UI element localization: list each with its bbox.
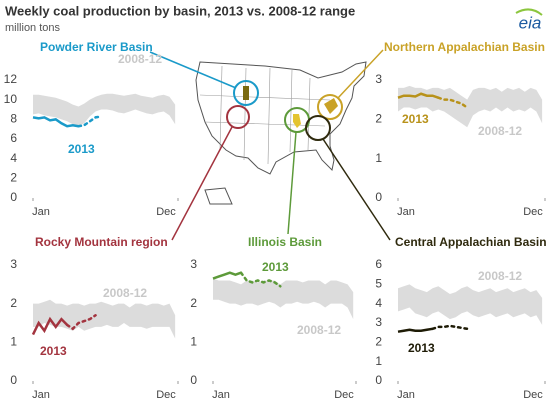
logo: eia	[519, 13, 542, 32]
y-tick-label: 2	[190, 296, 197, 310]
y-tick-label: 6	[10, 131, 17, 145]
x-tick-label: Jan	[397, 389, 415, 401]
y-tick-label: 3	[375, 72, 382, 86]
x-tick-label: Dec	[523, 389, 543, 401]
line-2013-estimate	[239, 271, 282, 288]
basin-circle	[317, 94, 343, 120]
range-label: 2008-12	[478, 124, 522, 138]
x-tick-label: Jan	[212, 389, 230, 401]
series-label: 2013	[402, 112, 429, 126]
series-label: 2013	[262, 260, 289, 274]
panel-title: Northern Appalachian Basin	[384, 40, 545, 54]
range-band	[33, 93, 176, 127]
line-2013-estimate	[431, 324, 469, 331]
y-tick-label: 8	[10, 112, 17, 126]
us-map	[149, 49, 391, 241]
connector	[337, 49, 384, 99]
x-tick-label: Dec	[334, 389, 354, 401]
line-2013	[212, 271, 242, 280]
range-label: 2008-12	[478, 269, 522, 283]
y-tick-label: 2	[375, 112, 382, 126]
line-2013-estimate	[437, 96, 469, 109]
y-tick-label: 1	[375, 354, 382, 368]
y-tick-label: 6	[375, 257, 382, 271]
range-label: 2008-12	[103, 286, 147, 300]
y-tick-label: 3	[375, 315, 382, 329]
chart-subtitle: million tons	[5, 22, 61, 34]
series-label: 2013	[408, 341, 435, 355]
line-2013	[31, 316, 69, 336]
y-tick-label: 0	[375, 190, 382, 204]
basin-circle	[226, 105, 250, 129]
range-band	[213, 278, 354, 320]
basin-circle	[233, 80, 259, 106]
y-tick-label: 0	[10, 373, 17, 387]
series-label: 2013	[68, 142, 95, 156]
y-tick-label: 1	[190, 335, 197, 349]
y-tick-label: 0	[10, 190, 17, 204]
y-tick-label: 4	[10, 151, 17, 165]
y-tick-label: 1	[10, 335, 17, 349]
y-tick-label: 12	[4, 72, 18, 86]
panel-title: Central Appalachian Basin	[395, 235, 547, 249]
line-2013	[397, 92, 439, 99]
line-2013-estimate	[65, 314, 97, 331]
basin-area	[293, 114, 301, 128]
basin-area	[243, 86, 249, 100]
panel-title: Rocky Mountain region	[35, 235, 168, 249]
basin-area	[324, 98, 338, 114]
y-tick-label: 10	[4, 92, 18, 106]
alaska	[204, 187, 233, 205]
y-tick-label: 0	[190, 373, 197, 387]
panel-title: Powder River Basin	[40, 40, 153, 54]
connector	[322, 138, 391, 241]
x-tick-label: Jan	[32, 206, 50, 218]
connector	[149, 51, 237, 89]
range-band	[33, 299, 176, 339]
x-tick-label: Dec	[523, 206, 543, 218]
logo-swoosh	[515, 8, 543, 16]
range-label: 2008-12	[118, 52, 162, 66]
panel-title: Illinois Basin	[248, 235, 322, 249]
range-band	[398, 284, 543, 325]
connector	[171, 126, 233, 241]
y-tick-label: 3	[190, 257, 197, 271]
y-tick-label: 1	[375, 151, 382, 165]
connector	[287, 131, 297, 235]
y-tick-label: 3	[10, 257, 17, 271]
y-tick-label: 0	[375, 373, 382, 387]
y-tick-label: 2	[375, 335, 382, 349]
y-tick-label: 5	[375, 277, 382, 291]
us-outline	[195, 61, 367, 175]
x-tick-label: Jan	[32, 389, 50, 401]
line-2013	[32, 116, 79, 128]
x-tick-label: Jan	[397, 206, 415, 218]
x-tick-label: Dec	[156, 389, 176, 401]
range-label: 2008-12	[297, 323, 341, 337]
y-tick-label: 2	[10, 296, 17, 310]
x-tick-label: Dec	[156, 206, 176, 218]
basin-circle	[305, 115, 331, 141]
chart-title: Weekly coal production by basin, 2013 vs…	[5, 3, 355, 18]
series-label: 2013	[40, 344, 67, 358]
line-2013-estimate	[77, 115, 103, 128]
y-tick-label: 2	[10, 171, 17, 185]
y-tick-label: 4	[375, 296, 382, 310]
state-lines	[199, 65, 331, 165]
line-2013	[397, 327, 433, 333]
